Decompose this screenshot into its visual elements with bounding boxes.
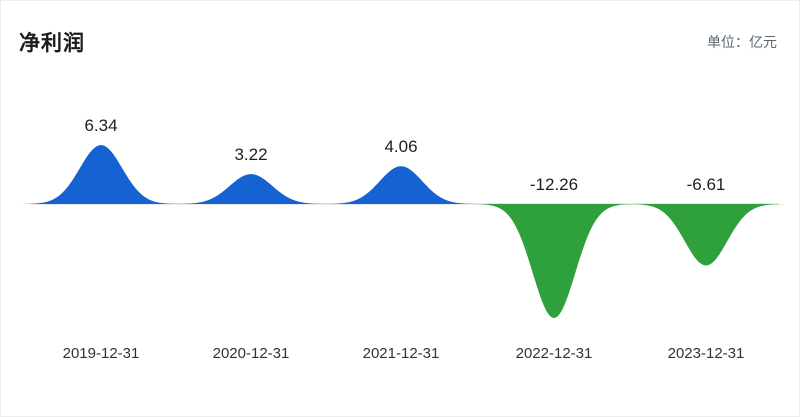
series-peak-0[interactable] [23, 145, 179, 204]
value-label-1: 3.22 [234, 145, 267, 164]
x-axis-label: 2021-12-31 [362, 345, 440, 362]
value-label-3: -12.26 [530, 175, 578, 194]
x-axis-label: 2020-12-31 [212, 345, 290, 362]
value-label-4: -6.61 [687, 175, 726, 194]
unit-label: 单位：亿元 [707, 34, 777, 50]
series-peak-1[interactable] [173, 174, 329, 204]
value-label-2: 4.06 [384, 137, 417, 156]
x-axis-label: 2022-12-31 [515, 345, 593, 362]
value-label-0: 6.34 [84, 116, 117, 135]
series-peak-2[interactable] [323, 166, 479, 204]
x-axis-label: 2019-12-31 [62, 345, 140, 362]
series-peak-4[interactable] [628, 204, 784, 266]
chart-title: 净利润 [19, 32, 85, 55]
series-peak-3[interactable] [476, 204, 632, 319]
x-axis-label: 2023-12-31 [667, 345, 745, 362]
